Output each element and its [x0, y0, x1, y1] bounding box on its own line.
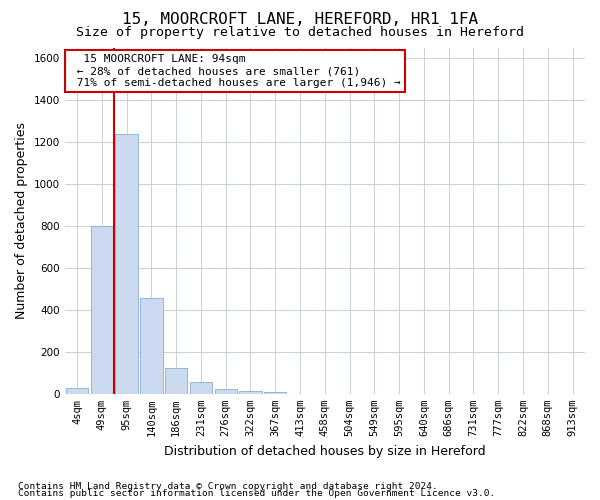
Y-axis label: Number of detached properties: Number of detached properties — [15, 122, 28, 319]
Bar — [165, 368, 187, 394]
Bar — [66, 388, 88, 394]
Text: 15 MOORCROFT LANE: 94sqm  
 ← 28% of detached houses are smaller (761) 
 71% of : 15 MOORCROFT LANE: 94sqm ← 28% of detach… — [70, 54, 401, 88]
Bar — [190, 382, 212, 394]
Bar — [264, 392, 286, 394]
Text: Contains HM Land Registry data © Crown copyright and database right 2024.: Contains HM Land Registry data © Crown c… — [18, 482, 438, 491]
Bar — [91, 226, 113, 394]
Bar — [215, 388, 237, 394]
Bar — [239, 390, 262, 394]
X-axis label: Distribution of detached houses by size in Hereford: Distribution of detached houses by size … — [164, 444, 485, 458]
Text: 15, MOORCROFT LANE, HEREFORD, HR1 1FA: 15, MOORCROFT LANE, HEREFORD, HR1 1FA — [122, 12, 478, 28]
Text: Size of property relative to detached houses in Hereford: Size of property relative to detached ho… — [76, 26, 524, 39]
Bar — [140, 298, 163, 394]
Text: Contains public sector information licensed under the Open Government Licence v3: Contains public sector information licen… — [18, 490, 495, 498]
Bar — [115, 134, 138, 394]
